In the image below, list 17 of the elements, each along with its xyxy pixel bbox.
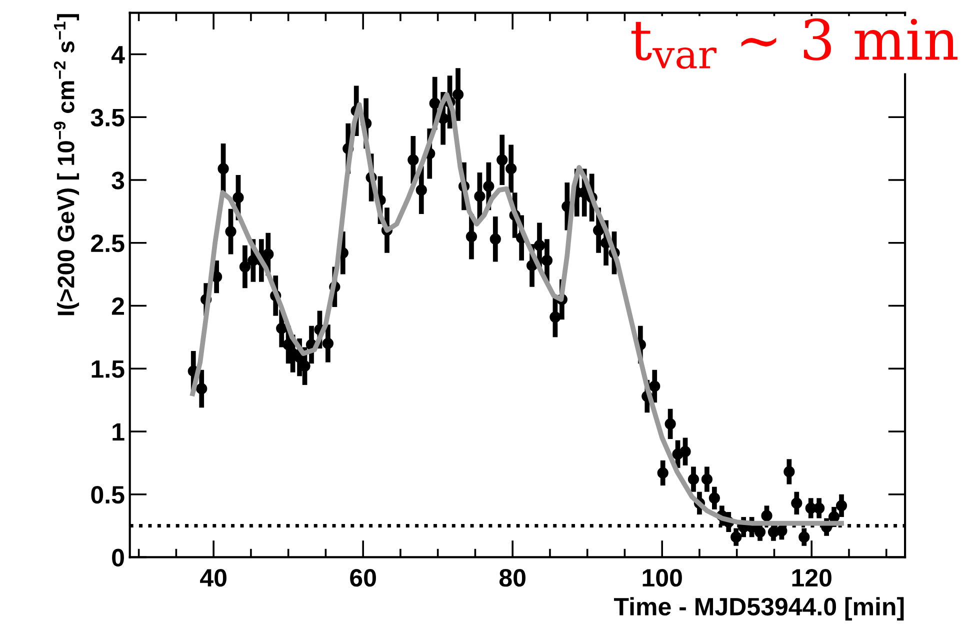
x-tick-label: 100: [642, 568, 682, 587]
y-tick-label: 1: [112, 423, 124, 441]
x-tick-label: 40: [200, 568, 226, 587]
y-tick-label: 2.5: [91, 234, 124, 252]
y-tick-label: 3.5: [90, 108, 124, 126]
annotation: t$_{var}$ ∼ 3 min: [631, 18, 958, 69]
y-tick-label: 0.5: [91, 486, 124, 504]
y-axis-title: I(>200 GeV) [ 10$^{−9}$ cm$^{−2}$ s$^{−1}$]: [54, 14, 80, 316]
x-axis-title: Time - MJD53944.0 [min]: [614, 597, 904, 620]
y-tick-label: 0: [112, 548, 124, 567]
y-tick-label: 4: [111, 46, 125, 64]
y-tick-label: 1.5: [92, 360, 124, 378]
y-tick-label: 2: [112, 297, 124, 315]
y-tick-label: 3: [112, 172, 124, 190]
x-tick-label: 60: [350, 568, 376, 587]
x-tick-label: 80: [499, 568, 526, 587]
x-tick-label: 120: [792, 568, 832, 587]
